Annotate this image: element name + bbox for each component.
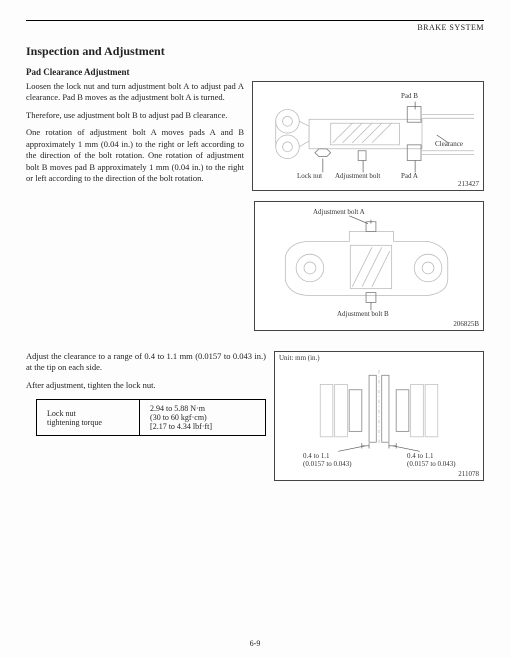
text-col-1: Loosen the lock nut and turn adjustment … xyxy=(26,81,244,191)
fig3-range-left: 0.4 to 1.1 (0.0157 to 0.043) xyxy=(303,452,352,468)
header-rule xyxy=(26,20,484,21)
fig1-clearance: Clearance xyxy=(435,140,463,148)
text-col-2: Adjust the clearance to a range of 0.4 t… xyxy=(26,351,266,481)
figure-2: Adjustment bolt A Adjustment bolt B 2068… xyxy=(254,201,484,331)
para-1: Loosen the lock nut and turn adjustment … xyxy=(26,81,244,104)
torque-value: 2.94 to 5.88 N·m (30 to 60 kgf·cm) [2.17… xyxy=(140,400,266,436)
fig1-adj-bolt: Adjustment bolt xyxy=(335,172,380,180)
figure-3-col: Unit: mm (in.) 0.4 to 1.1 (0.0157 to 0.0… xyxy=(274,351,484,481)
row-2: Adjust the clearance to a range of 0.4 t… xyxy=(26,351,484,481)
fig2-id: 206825B xyxy=(453,320,479,328)
fig3-id: 211078 xyxy=(458,470,479,478)
para-2: Therefore, use adjustment bolt B to adju… xyxy=(26,110,244,121)
para-4: Adjust the clearance to a range of 0.4 t… xyxy=(26,351,266,374)
fig3-range-right: 0.4 to 1.1 (0.0157 to 0.043) xyxy=(407,452,456,468)
para-3: One rotation of adjustment bolt A moves … xyxy=(26,127,244,184)
section-title: Inspection and Adjustment xyxy=(26,44,484,59)
fig1-id: 213427 xyxy=(458,180,479,188)
torque-table: Lock nut tightening torque 2.94 to 5.88 … xyxy=(36,399,266,436)
para-5: After adjustment, tighten the lock nut. xyxy=(26,380,266,391)
fig2-bolt-b: Adjustment bolt B xyxy=(337,310,389,318)
header-section-label: BRAKE SYSTEM xyxy=(26,23,484,32)
figure-1: Pad B Pad A Lock nut Adjustment bolt Cle… xyxy=(252,81,484,191)
figure-1-col: Pad B Pad A Lock nut Adjustment bolt Cle… xyxy=(252,81,484,191)
fig2-bolt-a: Adjustment bolt A xyxy=(313,208,365,216)
page-number: 6-9 xyxy=(0,639,510,648)
torque-label: Lock nut tightening torque xyxy=(37,400,140,436)
fig1-pad-b: Pad B xyxy=(401,92,418,100)
fig3-unit: Unit: mm (in.) xyxy=(279,354,320,362)
row-1: Loosen the lock nut and turn adjustment … xyxy=(26,81,484,191)
subsection-title: Pad Clearance Adjustment xyxy=(26,67,484,77)
figure-3: Unit: mm (in.) 0.4 to 1.1 (0.0157 to 0.0… xyxy=(274,351,484,481)
fig1-pad-a: Pad A xyxy=(401,172,418,180)
fig1-lock-nut: Lock nut xyxy=(297,172,322,180)
